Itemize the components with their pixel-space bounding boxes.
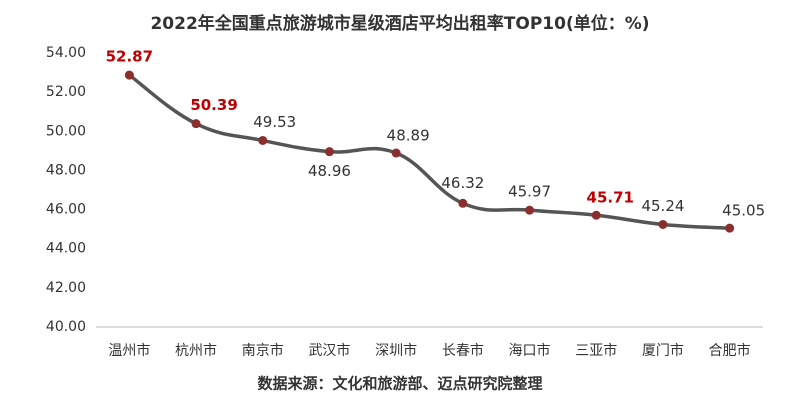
data-label: 49.53 [253, 113, 296, 131]
y-tick-label: 52.00 [46, 84, 86, 100]
y-tick-label: 44.00 [46, 241, 86, 257]
y-tick-label: 50.00 [46, 123, 86, 139]
data-label: 48.89 [387, 127, 430, 145]
point [725, 223, 735, 233]
data-label: 45.71 [587, 189, 634, 207]
chart-title: 2022年全国重点旅游城市星级酒店平均出租率TOP10(单位：%) [150, 13, 649, 34]
data-label: 52.87 [106, 48, 153, 66]
source-note: 数据来源：文化和旅游部、迈点研究院整理 [257, 375, 542, 393]
x-tick-label: 深圳市 [375, 342, 417, 359]
point [658, 219, 668, 229]
point [525, 205, 535, 215]
x-tick-label: 三亚市 [575, 342, 617, 359]
y-tick-label: 40.00 [46, 319, 86, 335]
data-label: 48.96 [308, 162, 351, 180]
point [324, 147, 334, 157]
point [124, 70, 134, 80]
x-tick-label: 温州市 [108, 342, 150, 359]
x-tick-label: 杭州市 [175, 342, 217, 359]
y-tick-label: 48.00 [46, 162, 86, 178]
x-tick-label: 厦门市 [642, 342, 684, 359]
x-tick-label: 武汉市 [308, 342, 350, 359]
y-tick-label: 54.00 [46, 45, 86, 61]
x-tick-label: 合肥市 [709, 342, 751, 359]
data-label: 46.32 [441, 174, 484, 192]
y-tick-label: 46.00 [46, 202, 86, 218]
point [391, 148, 401, 158]
y-tick-label: 42.00 [46, 280, 86, 296]
point [191, 119, 201, 129]
point [258, 135, 268, 145]
line [128, 73, 730, 230]
point [591, 210, 601, 220]
x-tick-label: 长春市 [442, 342, 484, 359]
data-label: 45.97 [508, 183, 551, 201]
data-label: 45.24 [641, 197, 684, 215]
data-label: 50.39 [190, 96, 237, 114]
point [458, 198, 468, 208]
x-tick-label: 海口市 [509, 342, 551, 359]
data-label: 45.05 [722, 202, 765, 220]
x-tick-label: 南京市 [242, 342, 284, 359]
